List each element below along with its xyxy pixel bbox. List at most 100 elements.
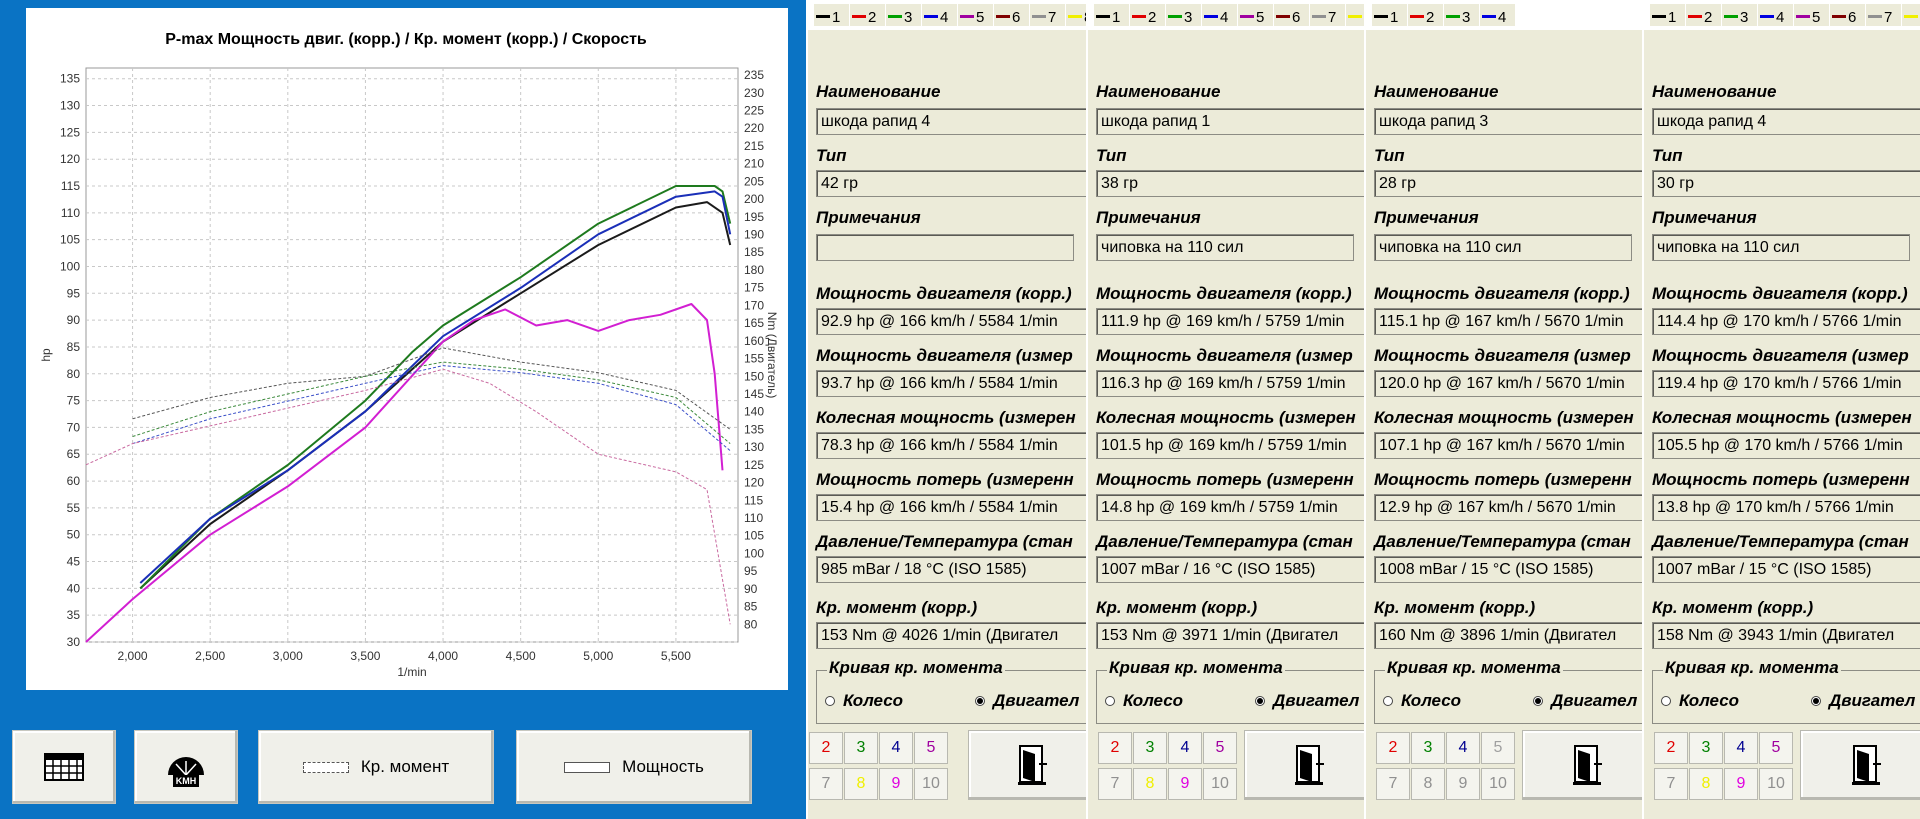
wheel-radio[interactable]: Колесо xyxy=(1383,691,1461,711)
engine-power-corr-label: Мощность двигателя (корр.) xyxy=(816,284,1072,303)
curve-select-button[interactable]: 3 xyxy=(1133,732,1167,764)
curve-select-button[interactable]: 10 xyxy=(1203,768,1237,800)
curve-select-button[interactable]: 8 xyxy=(844,768,878,800)
curve-color-mark xyxy=(1312,15,1326,18)
engine-radio[interactable]: Двигател xyxy=(1811,691,1915,711)
table-view-button[interactable] xyxy=(12,730,116,804)
curve-select-button[interactable]: 9 xyxy=(1446,768,1480,800)
exit-button[interactable] xyxy=(1800,730,1920,800)
curve-select-button[interactable]: 9 xyxy=(879,768,913,800)
curve-tab-label: 3 xyxy=(1184,9,1193,26)
curve-select-button[interactable]: 7 xyxy=(809,768,843,800)
curve-tab-4[interactable]: 4 xyxy=(1758,4,1793,26)
wheel-radio-label: Колесо xyxy=(1679,691,1740,710)
power-toggle-button[interactable]: Мощность xyxy=(516,730,752,804)
curve-tab-1[interactable]: 1 xyxy=(1372,4,1407,26)
vehicle-type-field[interactable]: 30 гр xyxy=(1652,170,1920,197)
engine-radio[interactable]: Двигател xyxy=(1533,691,1637,711)
curve-tab-6[interactable]: 6 xyxy=(994,4,1029,26)
curve-select-button[interactable]: 2 xyxy=(809,732,843,764)
curve-tab-1[interactable]: 1 xyxy=(1094,4,1129,26)
curve-select-button[interactable]: 10 xyxy=(914,768,948,800)
y-right-tick-label: 130 xyxy=(744,440,764,454)
vehicle-type-field[interactable]: 38 гр xyxy=(1096,170,1364,197)
curve-select-button[interactable]: 10 xyxy=(1759,768,1793,800)
engine-radio[interactable]: Двигател xyxy=(1255,691,1359,711)
curve-select-button[interactable]: 9 xyxy=(1168,768,1202,800)
vehicle-name-field[interactable]: шкода рапид 1 xyxy=(1096,108,1364,135)
curve-tab-5[interactable]: 5 xyxy=(958,4,993,26)
curve-tab-5[interactable]: 5 xyxy=(1238,4,1273,26)
curve-tab-7[interactable]: 7 xyxy=(1866,4,1901,26)
curve-select-button[interactable]: 8 xyxy=(1133,768,1167,800)
curve-tab-7[interactable]: 7 xyxy=(1310,4,1345,26)
wheel-radio-label: Колесо xyxy=(843,691,904,710)
curve-select-button[interactable]: 10 xyxy=(1481,768,1515,800)
curve-tab-8[interactable]: 8 xyxy=(1066,4,1086,26)
vehicle-name-field[interactable]: шкода рапид 4 xyxy=(1652,108,1920,135)
exit-button[interactable] xyxy=(1244,730,1364,800)
curve-tab-3[interactable]: 3 xyxy=(1166,4,1201,26)
engine-radio[interactable]: Двигател xyxy=(975,691,1079,711)
curve-tab-4[interactable]: 4 xyxy=(1202,4,1237,26)
vehicle-notes-field[interactable]: чиповка на 110 сил xyxy=(1096,234,1354,261)
vehicle-notes-field[interactable]: чиповка на 110 сил xyxy=(1374,234,1632,261)
vehicle-name-field[interactable]: шкода рапид 4 xyxy=(816,108,1086,135)
curve-tab-6[interactable]: 6 xyxy=(1830,4,1865,26)
curve-select-button[interactable]: 5 xyxy=(914,732,948,764)
curve-select-button[interactable]: 4 xyxy=(1724,732,1758,764)
curve-tab-label: 3 xyxy=(904,9,913,26)
curve-select-button[interactable]: 1 xyxy=(806,732,808,764)
curve-tab-5[interactable]: 5 xyxy=(1794,4,1829,26)
curve-tab-8[interactable]: 8 xyxy=(1346,4,1364,26)
curve-select-button[interactable]: 9 xyxy=(1724,768,1758,800)
curve-tab-4[interactable]: 4 xyxy=(922,4,957,26)
curve-tab-1[interactable]: 1 xyxy=(1650,4,1685,26)
curve-select-button[interactable]: 7 xyxy=(1376,768,1410,800)
curve-select-button[interactable]: 3 xyxy=(1411,732,1445,764)
curve-tab-label: 2 xyxy=(1704,9,1713,26)
wheel-radio[interactable]: Колесо xyxy=(1105,691,1183,711)
curve-select-button[interactable]: 8 xyxy=(1689,768,1723,800)
curve-tab-8[interactable]: 8 xyxy=(1902,4,1920,26)
curve-select-button[interactable]: 3 xyxy=(1689,732,1723,764)
curve-select-button[interactable]: 8 xyxy=(1411,768,1445,800)
curve-select-button[interactable]: 5 xyxy=(1481,732,1515,764)
curve-tab-2[interactable]: 2 xyxy=(850,4,885,26)
vehicle-notes-field[interactable]: чиповка на 110 сил xyxy=(1652,234,1910,261)
curve-select-button[interactable]: 2 xyxy=(1098,732,1132,764)
vehicle-notes-field[interactable] xyxy=(816,234,1074,261)
curve-select-button[interactable]: 4 xyxy=(879,732,913,764)
curve-tab-6[interactable]: 6 xyxy=(1274,4,1309,26)
curve-tab-2[interactable]: 2 xyxy=(1686,4,1721,26)
curve-select-button[interactable]: 4 xyxy=(1446,732,1480,764)
curve-select-button[interactable]: 7 xyxy=(1654,768,1688,800)
curve-select-button[interactable]: 5 xyxy=(1203,732,1237,764)
speed-view-button[interactable]: KMH xyxy=(134,730,238,804)
curve-tab-2[interactable]: 2 xyxy=(1408,4,1443,26)
vehicle-type-field[interactable]: 28 гр xyxy=(1374,170,1642,197)
curve-select-button[interactable]: 2 xyxy=(1654,732,1688,764)
wheel-radio[interactable]: Колесо xyxy=(1661,691,1739,711)
curve-tab-2[interactable]: 2 xyxy=(1130,4,1165,26)
curve-tab-7[interactable]: 7 xyxy=(1030,4,1065,26)
speed-unit-badge: KMH xyxy=(173,775,199,787)
vehicle-type-field[interactable]: 42 гр xyxy=(816,170,1086,197)
curve-tab-1[interactable]: 1 xyxy=(814,4,849,26)
curve-select-button[interactable]: 6 xyxy=(806,768,808,800)
curve-tab-3[interactable]: 3 xyxy=(1722,4,1757,26)
curve-select-button[interactable]: 7 xyxy=(1098,768,1132,800)
curve-select-button[interactable]: 3 xyxy=(844,732,878,764)
curve-select-button[interactable]: 2 xyxy=(1376,732,1410,764)
exit-button[interactable] xyxy=(1522,730,1642,800)
torque-toggle-button[interactable]: Кр. момент xyxy=(258,730,494,804)
curve-tab-3[interactable]: 3 xyxy=(1444,4,1479,26)
wheel-radio[interactable]: Колесо xyxy=(825,691,903,711)
curve-select-button[interactable]: 4 xyxy=(1168,732,1202,764)
curve-select-button[interactable]: 5 xyxy=(1759,732,1793,764)
vehicle-name-field[interactable]: шкода рапид 3 xyxy=(1374,108,1642,135)
curve-tab-4[interactable]: 4 xyxy=(1480,4,1515,26)
curve-tab-3[interactable]: 3 xyxy=(886,4,921,26)
exit-button[interactable] xyxy=(968,730,1086,800)
pressure-temp-field: 1007 mBar / 15 °C (ISO 1585) xyxy=(1652,556,1920,583)
